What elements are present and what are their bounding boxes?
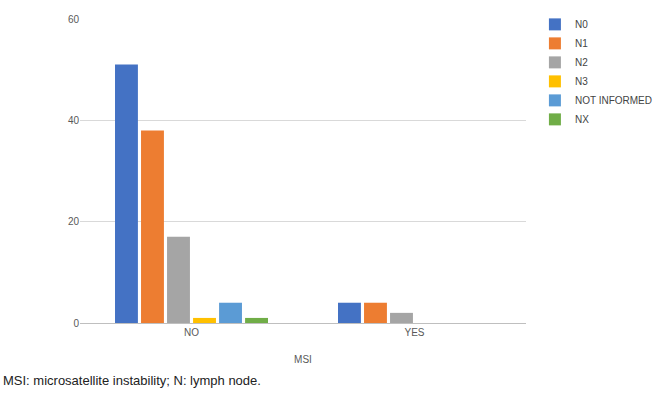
svg-text:N3: N3 xyxy=(575,76,588,87)
svg-text:MSI: microsatellite instabilit: MSI: microsatellite instability; N: lymp… xyxy=(3,373,261,388)
svg-text:YES: YES xyxy=(404,327,424,338)
svg-text:20: 20 xyxy=(68,216,80,227)
svg-text:40: 40 xyxy=(68,115,80,126)
svg-text:0: 0 xyxy=(73,318,79,329)
svg-text:N2: N2 xyxy=(575,57,588,68)
svg-text:MSI: MSI xyxy=(294,354,312,365)
svg-text:NO: NO xyxy=(184,327,199,338)
svg-text:N0: N0 xyxy=(575,19,588,30)
svg-text:60: 60 xyxy=(68,14,80,25)
svg-text:N1: N1 xyxy=(575,38,588,49)
svg-text:NX: NX xyxy=(575,114,589,125)
svg-text:NOT INFORMED: NOT INFORMED xyxy=(575,95,652,106)
